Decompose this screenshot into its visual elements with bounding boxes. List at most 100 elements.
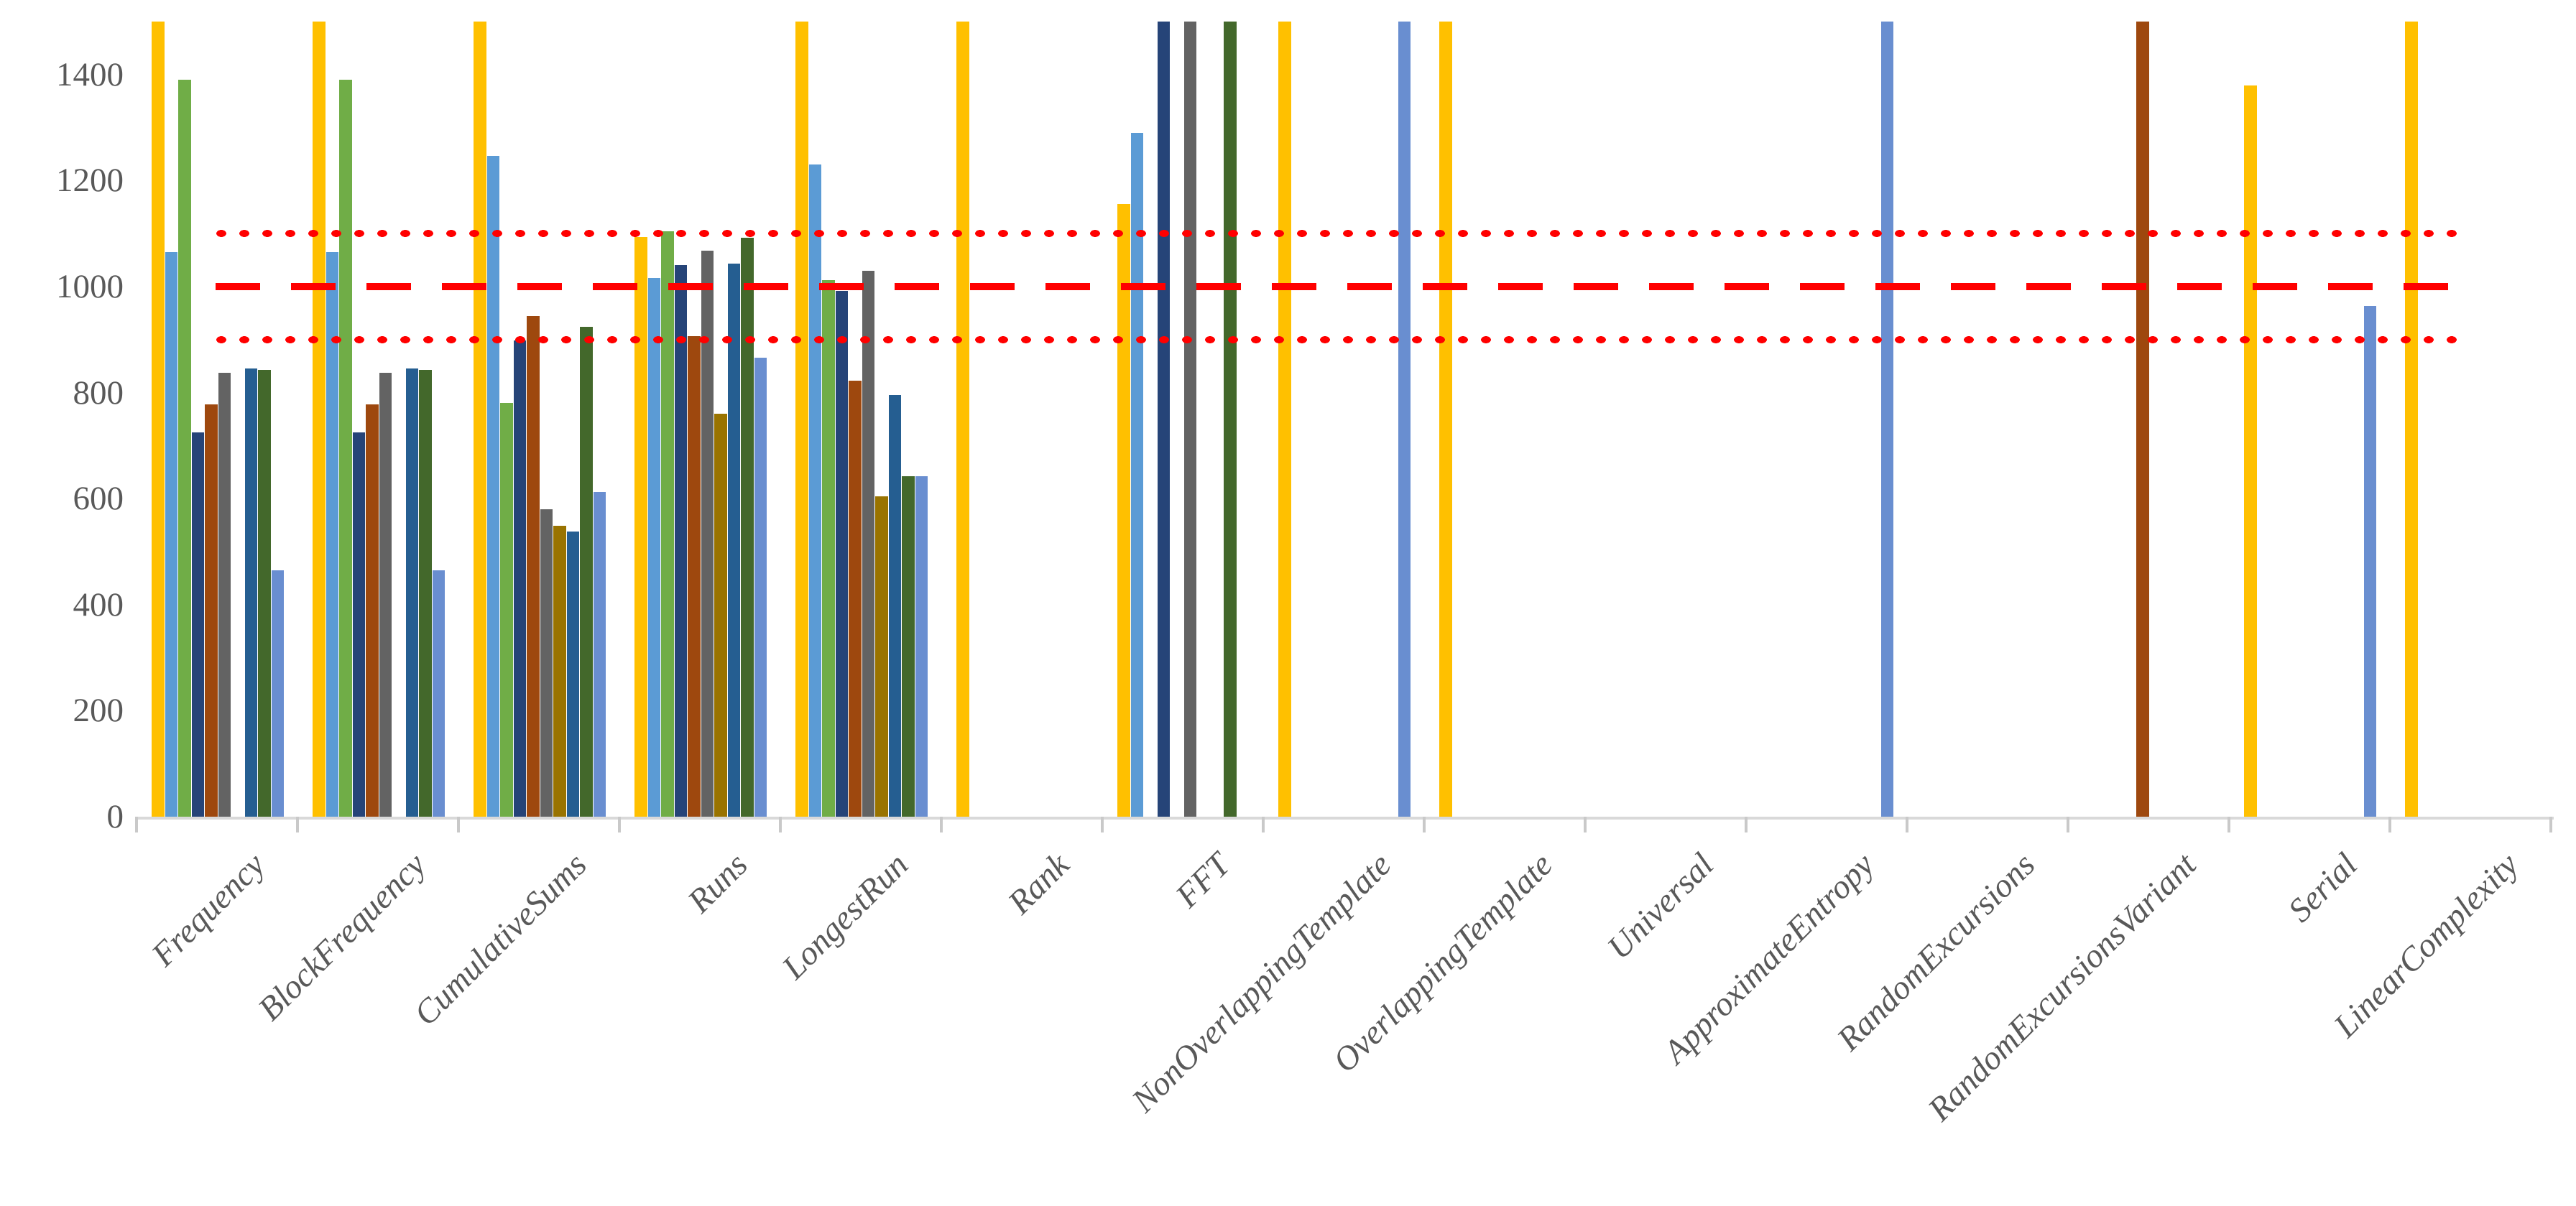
reference-line-1100-dotted	[216, 230, 2457, 238]
bar-brown-RandomExcursionsVariant	[2136, 22, 2149, 817]
y-axis-label-800: 800	[73, 374, 124, 412]
bar-dark-yellow-LongestRun	[875, 496, 888, 817]
bar-cornflower-blue-ApproximateEntropy	[1880, 22, 1894, 817]
bar-gold-Serial	[2244, 85, 2257, 817]
x-axis-tick	[779, 817, 782, 832]
category-group-CumulativeSums	[458, 22, 619, 817]
x-axis-tick	[2067, 817, 2069, 832]
bar-brown-Frequency	[205, 404, 218, 817]
y-axis-label-200: 200	[73, 692, 124, 730]
x-axis-tick	[1745, 817, 1748, 832]
bar-cornflower-blue-Serial	[2363, 305, 2377, 817]
y-axis-label-400: 400	[73, 585, 124, 623]
x-axis-tick	[1101, 817, 1104, 832]
x-axis-tick	[1584, 817, 1587, 832]
category-group-LongestRun	[780, 22, 941, 817]
bar-dark-green-BlockFrequency	[419, 369, 432, 817]
bar-green-LongestRun	[822, 280, 835, 817]
bar-gold-FFT	[1117, 203, 1130, 817]
bar-medium-blue-Runs	[727, 263, 741, 817]
bar-medium-blue-Frequency	[244, 368, 258, 817]
x-axis-tick	[296, 817, 299, 832]
category-group-Universal	[1585, 22, 1746, 817]
x-axis-tick	[135, 817, 138, 832]
bar-dark-green-FFT	[1224, 22, 1237, 817]
y-axis-label-1000: 1000	[56, 268, 124, 305]
x-axis-line	[137, 817, 2554, 820]
x-axis-label-RandomExcursionsVariant: RandomExcursionsVariant	[1921, 845, 2204, 1128]
x-axis-tick	[1423, 817, 1426, 832]
category-group-LinearComplexity	[2390, 22, 2551, 817]
x-axis-tick	[457, 817, 460, 832]
bar-medium-blue-LongestRun	[888, 394, 902, 817]
x-axis-tick	[2388, 817, 2391, 832]
category-group-NonOverlappingTemplate	[1263, 22, 1424, 817]
bar-dark-yellow-CumulativeSums	[553, 525, 566, 817]
bar-dark-navy-Runs	[674, 265, 688, 817]
bar-dark-green-Frequency	[258, 369, 271, 817]
bar-brown-LongestRun	[849, 381, 862, 817]
bar-gold-Runs	[634, 236, 647, 817]
bar-dark-yellow-Runs	[714, 414, 727, 817]
bar-cornflower-blue-CumulativeSums	[593, 492, 606, 817]
category-group-Frequency	[137, 22, 297, 817]
bar-cornflower-blue-BlockFrequency	[432, 570, 446, 817]
x-axis-label-FFT: FFT	[1168, 845, 1238, 915]
bar-dark-navy-FFT	[1157, 22, 1171, 817]
bar-gray-BlockFrequency	[379, 372, 392, 817]
bar-gold-Rank	[956, 22, 969, 817]
bar-cornflower-blue-Runs	[754, 357, 767, 817]
x-axis-label-Serial: Serial	[2281, 845, 2365, 930]
bar-cornflower-blue-LongestRun	[915, 476, 928, 817]
y-axis-label-600: 600	[73, 480, 124, 518]
bar-dark-navy-BlockFrequency	[352, 432, 366, 817]
bar-light-blue-Frequency	[165, 252, 178, 817]
x-axis-tick	[2228, 817, 2230, 832]
reference-line-900-dotted	[216, 335, 2457, 343]
bar-dark-green-LongestRun	[902, 476, 915, 817]
bar-brown-BlockFrequency	[366, 404, 379, 817]
bar-gray-CumulativeSums	[540, 509, 553, 817]
reference-line-1000-dashed	[216, 283, 2457, 290]
bar-green-BlockFrequency	[339, 80, 352, 817]
bar-gold-LongestRun	[795, 22, 808, 817]
bar-gray-LongestRun	[862, 270, 875, 817]
bar-light-blue-CumulativeSums	[486, 156, 500, 817]
category-group-Serial	[2229, 22, 2390, 817]
bar-medium-blue-CumulativeSums	[566, 531, 580, 817]
bar-dark-navy-LongestRun	[835, 290, 849, 817]
bar-dark-navy-CumulativeSums	[513, 340, 527, 817]
x-axis-tick	[1262, 817, 1265, 832]
y-axis-label-1200: 1200	[56, 162, 124, 200]
x-axis-tick	[940, 817, 943, 832]
bar-gold-LinearComplexity	[2405, 22, 2418, 817]
x-axis-label-Frequency: Frequency	[144, 845, 272, 974]
bar-cornflower-blue-NonOverlappingTemplate	[1398, 22, 1411, 817]
bar-cornflower-blue-Frequency	[271, 570, 285, 817]
bar-dark-green-CumulativeSums	[580, 327, 593, 817]
bar-gold-BlockFrequency	[313, 22, 326, 817]
category-group-Runs	[619, 22, 780, 817]
bar-light-blue-FFT	[1130, 132, 1144, 817]
bar-gray-Runs	[701, 250, 714, 817]
category-group-FFT	[1102, 22, 1263, 817]
bar-brown-CumulativeSums	[527, 316, 540, 817]
category-group-ApproximateEntropy	[1746, 22, 1907, 817]
category-group-Rank	[941, 22, 1102, 817]
y-axis-label-0: 0	[106, 798, 124, 835]
x-axis-label-BlockFrequency: BlockFrequency	[251, 845, 433, 1029]
bar-light-blue-BlockFrequency	[326, 252, 339, 817]
x-axis-label-CumulativeSums: CumulativeSums	[407, 845, 594, 1034]
category-group-OverlappingTemplate	[1424, 22, 1585, 817]
bar-gold-Frequency	[152, 22, 165, 817]
bar-medium-blue-BlockFrequency	[405, 368, 419, 817]
bar-green-CumulativeSums	[500, 403, 513, 817]
bar-light-blue-Runs	[647, 278, 661, 817]
x-axis-label-Universal: Universal	[1599, 845, 1721, 967]
bar-gold-OverlappingTemplate	[1439, 22, 1452, 817]
bar-light-blue-LongestRun	[808, 164, 822, 817]
bar-gray-Frequency	[218, 372, 231, 817]
x-axis-tick	[618, 817, 621, 832]
bar-brown-Runs	[688, 336, 701, 817]
